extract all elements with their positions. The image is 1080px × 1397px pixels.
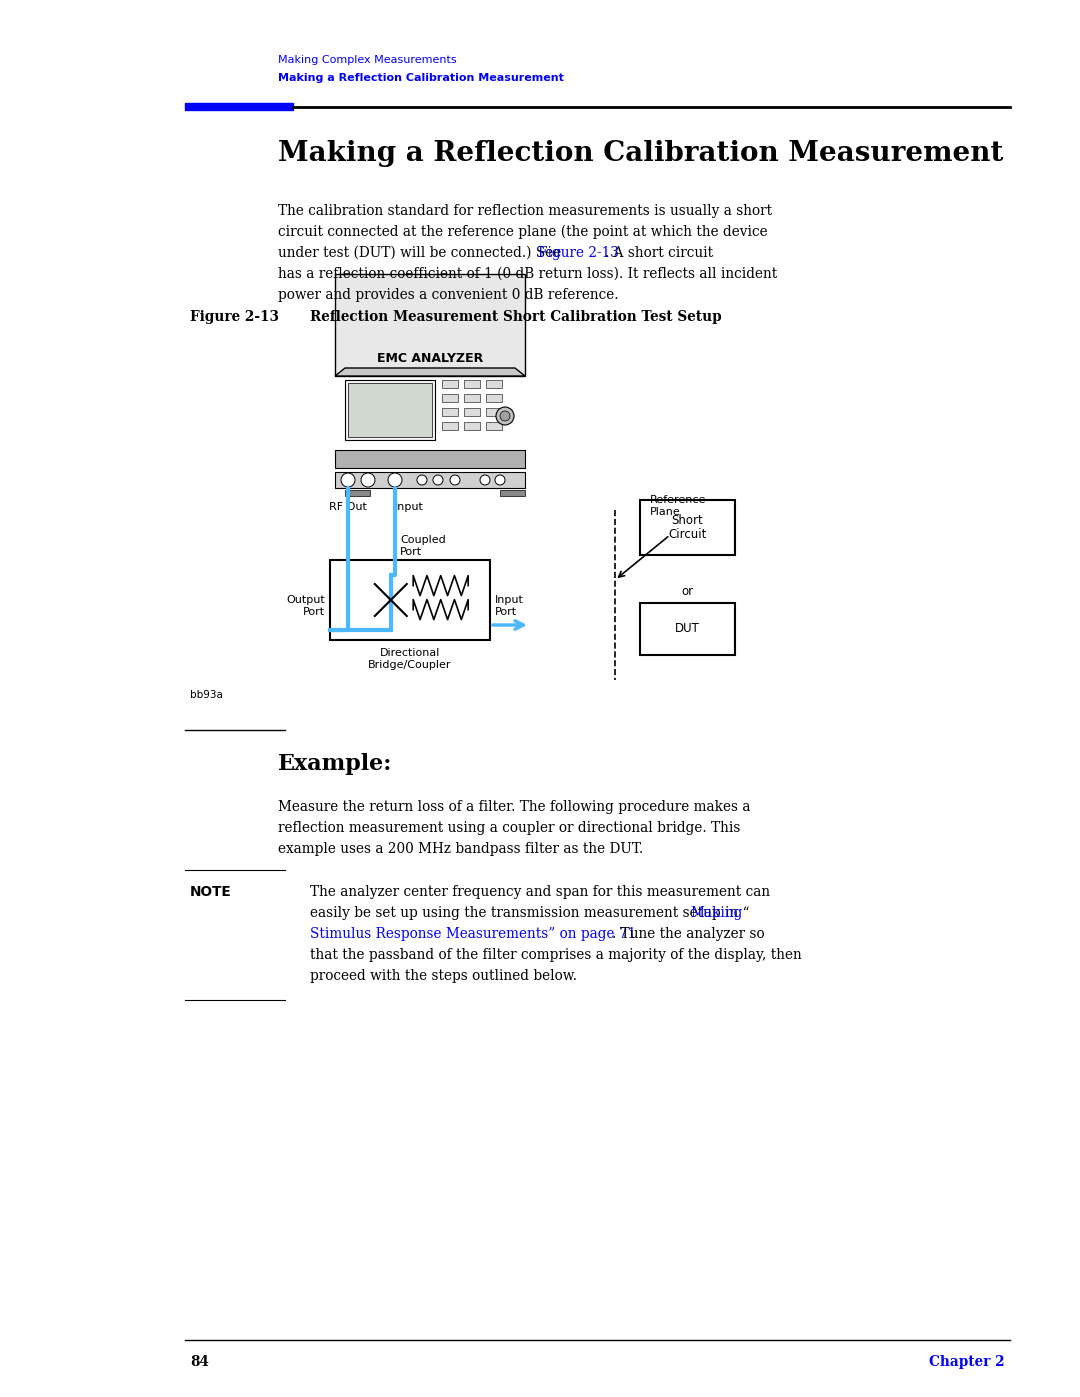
Text: Directional
Bridge/Coupler: Directional Bridge/Coupler <box>368 648 451 669</box>
Text: . A short circuit: . A short circuit <box>605 246 713 260</box>
Text: Chapter 2: Chapter 2 <box>930 1355 1005 1369</box>
Bar <box>486 408 502 416</box>
Bar <box>345 490 370 496</box>
Text: Making: Making <box>690 907 742 921</box>
Text: The analyzer center frequency and span for this measurement can: The analyzer center frequency and span f… <box>310 886 770 900</box>
Text: Example:: Example: <box>278 753 392 775</box>
Text: example uses a 200 MHz bandpass filter as the DUT.: example uses a 200 MHz bandpass filter a… <box>278 842 644 856</box>
Bar <box>185 103 293 110</box>
Bar <box>442 408 458 416</box>
Text: . Tune the analyzer so: . Tune the analyzer so <box>612 928 765 942</box>
Text: or: or <box>681 585 693 598</box>
Circle shape <box>495 475 505 485</box>
Bar <box>500 490 525 496</box>
Text: Short
Circuit: Short Circuit <box>669 514 706 542</box>
Circle shape <box>433 475 443 485</box>
Text: NOTE: NOTE <box>190 886 231 900</box>
Circle shape <box>450 475 460 485</box>
Circle shape <box>496 407 514 425</box>
Bar <box>335 274 525 376</box>
Text: Reference
Plane: Reference Plane <box>650 495 706 517</box>
Bar <box>345 380 435 440</box>
Text: Figure 2-13: Figure 2-13 <box>538 246 619 260</box>
Bar <box>640 500 735 555</box>
Bar <box>442 422 458 430</box>
Text: has a reflection coefficient of 1 (0 dB return loss). It reflects all incident: has a reflection coefficient of 1 (0 dB … <box>278 267 778 281</box>
Text: Output
Port: Output Port <box>286 595 325 616</box>
Bar <box>464 380 480 388</box>
Text: reflection measurement using a coupler or directional bridge. This: reflection measurement using a coupler o… <box>278 821 741 835</box>
Text: power and provides a convenient 0 dB reference.: power and provides a convenient 0 dB ref… <box>278 288 619 302</box>
Text: 84: 84 <box>190 1355 208 1369</box>
Text: that the passband of the filter comprises a majority of the display, then: that the passband of the filter comprise… <box>310 949 801 963</box>
Text: under test (DUT) will be connected.) See: under test (DUT) will be connected.) See <box>278 246 566 260</box>
Circle shape <box>480 475 490 485</box>
Text: Input: Input <box>395 502 423 511</box>
Text: bb93a: bb93a <box>190 690 222 700</box>
Circle shape <box>341 474 355 488</box>
Text: Figure 2-13: Figure 2-13 <box>190 310 279 324</box>
Bar <box>464 408 480 416</box>
Circle shape <box>388 474 402 488</box>
Text: Reflection Measurement Short Calibration Test Setup: Reflection Measurement Short Calibration… <box>310 310 721 324</box>
Circle shape <box>361 474 375 488</box>
Bar <box>348 383 432 437</box>
Polygon shape <box>335 367 525 376</box>
Text: Stimulus Response Measurements” on page 71: Stimulus Response Measurements” on page … <box>310 928 636 942</box>
Bar <box>442 380 458 388</box>
Circle shape <box>417 475 427 485</box>
Bar <box>442 394 458 402</box>
Bar <box>464 394 480 402</box>
Bar <box>486 422 502 430</box>
Bar <box>486 394 502 402</box>
Text: RF Out: RF Out <box>329 502 367 511</box>
Bar <box>486 380 502 388</box>
Bar <box>640 604 735 655</box>
Text: Coupled
Port: Coupled Port <box>400 535 446 556</box>
Bar <box>330 560 490 640</box>
Text: Making a Reflection Calibration Measurement: Making a Reflection Calibration Measurem… <box>278 73 564 82</box>
Bar <box>464 422 480 430</box>
Bar <box>335 472 525 488</box>
Text: Input
Port: Input Port <box>495 595 524 616</box>
Text: Making a Reflection Calibration Measurement: Making a Reflection Calibration Measurem… <box>278 140 1003 168</box>
Text: The calibration standard for reflection measurements is usually a short: The calibration standard for reflection … <box>278 204 772 218</box>
Bar <box>335 450 525 468</box>
Text: circuit connected at the reference plane (the point at which the device: circuit connected at the reference plane… <box>278 225 768 239</box>
Text: proceed with the steps outlined below.: proceed with the steps outlined below. <box>310 970 577 983</box>
Text: EMC ANALYZER: EMC ANALYZER <box>377 352 483 365</box>
Text: Measure the return loss of a filter. The following procedure makes a: Measure the return loss of a filter. The… <box>278 800 751 814</box>
Text: easily be set up using the transmission measurement setup in “: easily be set up using the transmission … <box>310 907 750 921</box>
Text: Making Complex Measurements: Making Complex Measurements <box>278 54 457 66</box>
Circle shape <box>500 411 510 420</box>
Text: DUT: DUT <box>675 623 700 636</box>
